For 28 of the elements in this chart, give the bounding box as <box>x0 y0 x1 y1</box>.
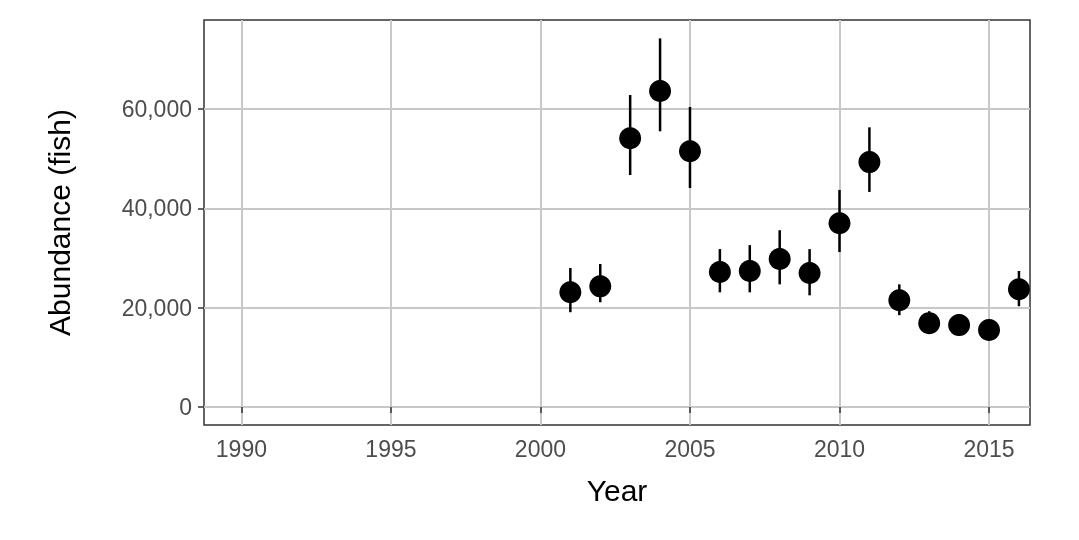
point <box>738 259 761 282</box>
x-tick-label: 2005 <box>664 435 716 462</box>
point <box>948 314 971 337</box>
point <box>649 80 672 103</box>
x-tick-label: 2015 <box>963 435 1015 462</box>
point <box>768 248 791 271</box>
y-tick-label: 0 <box>179 394 192 421</box>
point <box>1007 278 1030 301</box>
point <box>888 289 911 312</box>
x-tick-label: 1995 <box>365 435 417 462</box>
point <box>678 140 701 163</box>
point <box>708 260 731 283</box>
x-tick-label: 1990 <box>215 435 267 462</box>
y-tick-label: 20,000 <box>121 294 192 321</box>
point <box>798 261 821 284</box>
point <box>978 319 1001 342</box>
x-tick-label: 2010 <box>813 435 866 462</box>
point <box>589 275 612 298</box>
point <box>619 127 642 150</box>
point <box>858 151 881 174</box>
point <box>918 312 941 335</box>
x-tick-label: 2000 <box>514 435 567 462</box>
point <box>828 212 851 235</box>
y-tick-label: 40,000 <box>121 195 192 222</box>
point <box>559 281 582 304</box>
y-tick-label: 60,000 <box>121 95 192 122</box>
x-axis-title: Year <box>586 473 648 507</box>
y-axis-title: Abundance (fish) <box>42 109 76 336</box>
